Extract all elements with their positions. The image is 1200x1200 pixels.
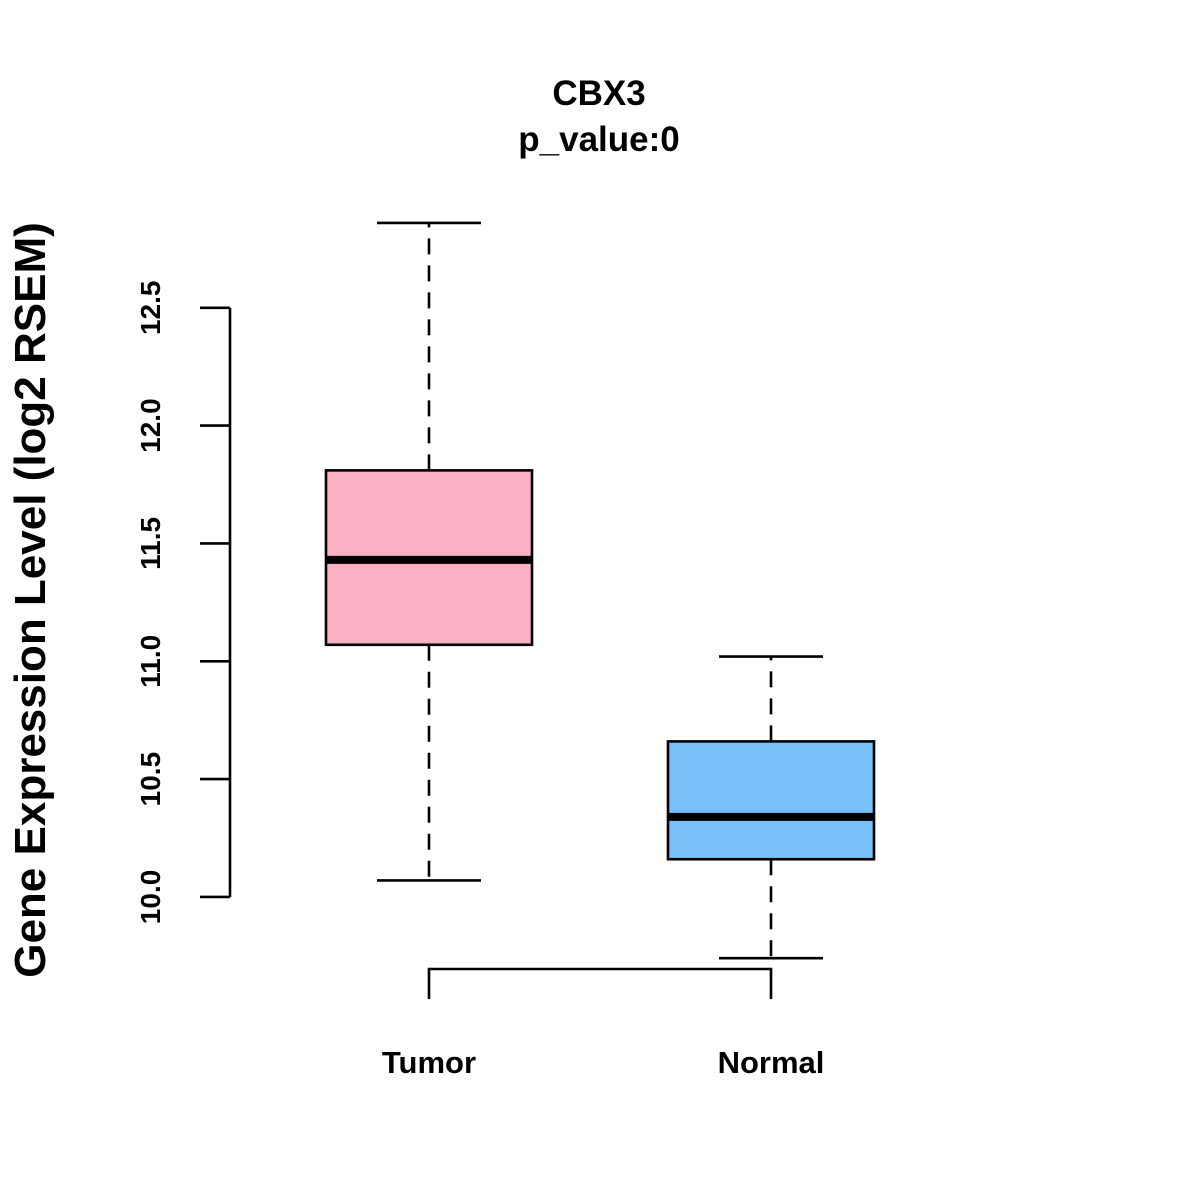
comparison-bracket bbox=[427, 967, 773, 999]
iqr-box bbox=[666, 740, 876, 861]
y-tick-label: 10.5 bbox=[135, 752, 166, 807]
y-tick-label: 10.0 bbox=[135, 870, 166, 925]
x-category-label: Tumor bbox=[382, 1045, 476, 1080]
x-category-label: Normal bbox=[718, 1045, 825, 1080]
chart-subtitle: p_value:0 bbox=[518, 120, 679, 159]
y-tick-label: 12.5 bbox=[135, 281, 166, 336]
boxes-group bbox=[324, 221, 876, 960]
y-tick-label: 11.0 bbox=[135, 635, 166, 688]
chart-title: CBX3 bbox=[552, 74, 645, 113]
y-axis: 10.0 10.5 11.0 11.5 12.0 12.5 bbox=[135, 281, 232, 925]
box-normal bbox=[666, 655, 876, 960]
y-tick-label: 11.5 bbox=[135, 517, 166, 570]
box-tumor bbox=[324, 221, 534, 882]
y-tick-label: 12.0 bbox=[135, 398, 166, 453]
y-axis-label: Gene Expression Level (log2 RSEM) bbox=[6, 222, 55, 978]
bracket-line bbox=[427, 967, 773, 999]
x-category-labels: Tumor Normal bbox=[382, 1045, 824, 1080]
